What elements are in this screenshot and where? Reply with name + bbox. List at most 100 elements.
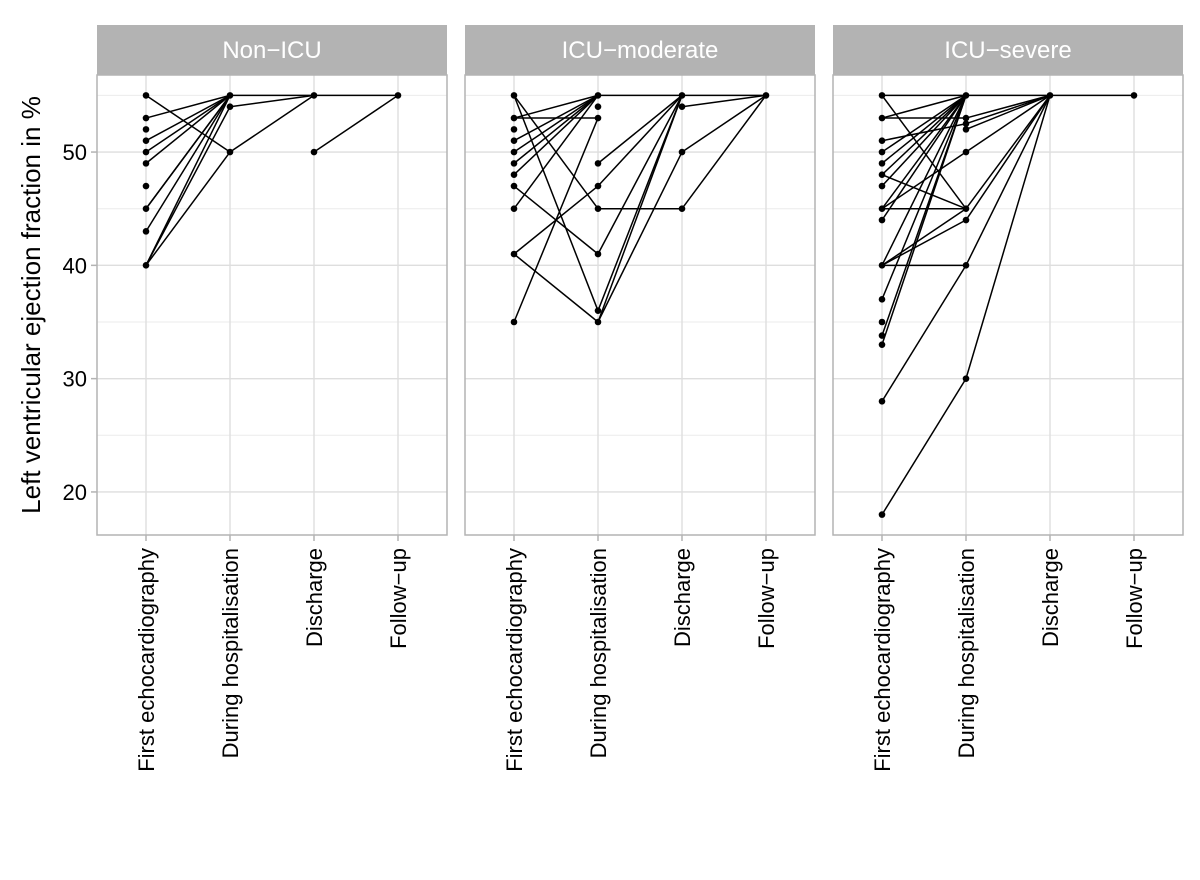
- data-point: [962, 205, 970, 212]
- series-line-segment: [513, 253, 599, 323]
- y-axis-title: Left ventricular ejection fraction in %: [16, 96, 46, 514]
- series-line-segment: [881, 95, 967, 345]
- data-point: [1130, 92, 1138, 99]
- data-point: [394, 92, 402, 99]
- data-point: [962, 126, 970, 133]
- data-point: [142, 205, 150, 212]
- y-tick-label: 20: [63, 480, 87, 505]
- data-point: [678, 148, 686, 156]
- data-point: [510, 92, 518, 99]
- series-line-segment: [145, 106, 231, 266]
- data-point: [678, 92, 686, 99]
- data-point: [142, 228, 150, 235]
- data-point: [962, 120, 970, 128]
- series-line-segment: [229, 94, 315, 108]
- data-point: [878, 262, 886, 269]
- series-line-segment: [965, 94, 1051, 153]
- data-point: [142, 182, 150, 190]
- x-tick-label: First echocardiography: [870, 548, 895, 772]
- series-line-segment: [881, 94, 967, 164]
- data-point: [962, 92, 970, 99]
- series-line-segment: [681, 94, 767, 108]
- data-point: [878, 216, 886, 224]
- panel-background: [465, 75, 815, 535]
- series-line-segment: [313, 94, 399, 153]
- facet-title: ICU−moderate: [562, 37, 719, 64]
- data-point: [142, 148, 150, 156]
- facet-title: Non−ICU: [222, 37, 321, 64]
- data-point: [962, 114, 970, 122]
- series-line-segment: [881, 95, 967, 300]
- data-point: [226, 148, 234, 156]
- panel-border: [464, 74, 816, 536]
- series-line-segment: [881, 94, 967, 119]
- data-point: [962, 262, 970, 269]
- data-point: [594, 205, 602, 212]
- x-tick-label: Discharge: [670, 548, 695, 647]
- series-line-segment: [597, 95, 683, 323]
- data-point: [594, 182, 602, 190]
- series-line-segment: [513, 94, 599, 164]
- data-point: [226, 103, 234, 111]
- series-line-segment: [881, 122, 967, 142]
- data-point: [142, 92, 150, 99]
- panel-background: [97, 75, 447, 535]
- data-point: [510, 318, 518, 326]
- data-point: [878, 137, 886, 145]
- series-line-segment: [965, 94, 1051, 119]
- series-line-segment: [597, 94, 683, 164]
- data-point: [962, 148, 970, 156]
- series-line-segment: [881, 219, 967, 267]
- data-point: [962, 375, 970, 382]
- x-tick-label: During hospitalisation: [218, 548, 243, 758]
- data-point: [510, 137, 518, 145]
- data-point: [594, 318, 602, 326]
- panel-border: [96, 74, 448, 536]
- series-line-segment: [881, 174, 967, 210]
- series-line-segment: [965, 94, 1051, 221]
- data-point: [510, 182, 518, 190]
- x-tick-label: During hospitalisation: [586, 548, 611, 758]
- x-tick-label: During hospitalisation: [954, 548, 979, 758]
- data-point: [878, 332, 886, 339]
- data-point: [878, 205, 886, 212]
- series-line-segment: [681, 94, 767, 153]
- series-line-segment: [513, 95, 599, 311]
- data-point: [510, 171, 518, 179]
- panel-background: [833, 75, 1183, 535]
- data-point: [226, 92, 234, 99]
- data-point: [510, 160, 518, 167]
- series-line-segment: [681, 94, 767, 210]
- data-point: [310, 92, 318, 99]
- data-point: [1046, 92, 1054, 99]
- x-tick-label: First echocardiography: [134, 548, 159, 772]
- series-line-segment: [145, 151, 231, 266]
- series-line-segment: [881, 95, 967, 266]
- x-tick-label: First echocardiography: [502, 548, 527, 772]
- y-tick-label: 50: [63, 140, 87, 165]
- facet-panel: ICU−severe First echocardiography During h…: [832, 25, 1184, 772]
- series-line-segment: [597, 95, 683, 255]
- series-line-segment: [881, 94, 967, 176]
- series-line-segment: [881, 94, 967, 187]
- series-line-segment: [881, 378, 967, 516]
- series-line-segment: [513, 94, 599, 153]
- series-line-segment: [965, 95, 1051, 379]
- data-point: [878, 114, 886, 122]
- x-tick-label: Follow−up: [386, 548, 411, 649]
- data-point: [878, 398, 886, 405]
- facet-strip: [97, 25, 447, 75]
- data-point: [594, 114, 602, 122]
- data-point: [594, 160, 602, 167]
- data-point: [878, 318, 886, 326]
- x-tick-label: Follow−up: [754, 548, 779, 649]
- series-line-segment: [965, 95, 1051, 266]
- panel-border: [832, 74, 1184, 536]
- data-point: [878, 148, 886, 156]
- data-point: [878, 171, 886, 179]
- series-line-segment: [881, 94, 967, 153]
- series-line-segment: [513, 94, 599, 119]
- y-tick-label: 30: [63, 367, 87, 392]
- series-line-segment: [145, 94, 231, 142]
- series-line-segment: [965, 94, 1051, 125]
